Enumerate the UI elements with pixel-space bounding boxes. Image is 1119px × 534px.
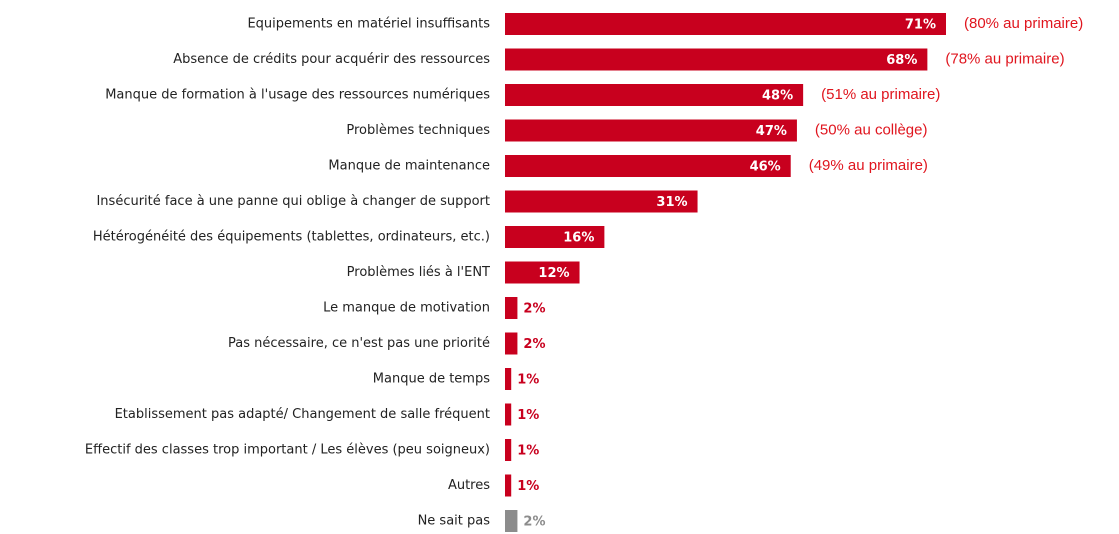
- annotation: (50% au collège): [815, 121, 928, 138]
- annotation: (51% au primaire): [821, 86, 940, 103]
- bar: [505, 297, 518, 319]
- annotation: (49% au primaire): [809, 157, 928, 174]
- category-label: Le manque de motivation: [323, 301, 490, 316]
- category-label: Absence de crédits pour acquérir des res…: [173, 52, 490, 67]
- value-label: 46%: [750, 160, 781, 175]
- value-label: 12%: [538, 266, 569, 281]
- value-label: 31%: [656, 195, 687, 210]
- category-label: Etablissement pas adapté/ Changement de …: [115, 407, 490, 422]
- bar: [505, 403, 512, 426]
- value-label: 1%: [517, 444, 539, 459]
- bar: [505, 13, 946, 35]
- value-label: 1%: [517, 408, 539, 423]
- bar: [505, 190, 698, 213]
- bar: [505, 48, 928, 71]
- bar: [505, 474, 512, 497]
- value-label: 71%: [905, 18, 936, 33]
- category-label: Manque de maintenance: [328, 159, 490, 174]
- bar: [505, 226, 605, 248]
- value-label: 1%: [517, 373, 539, 388]
- category-label: Problèmes techniques: [346, 123, 490, 138]
- category-label: Manque de temps: [373, 372, 490, 387]
- value-label: 47%: [756, 124, 787, 139]
- bar: [505, 332, 518, 355]
- bar: [505, 510, 518, 532]
- category-label: Pas nécessaire, ce n'est pas une priorit…: [228, 336, 490, 351]
- category-label: Insécurité face à une panne qui oblige à…: [96, 194, 490, 209]
- bar: [505, 368, 512, 390]
- annotation: (80% au primaire): [964, 15, 1083, 32]
- category-label: Manque de formation à l'usage des ressou…: [105, 88, 490, 103]
- bar: [505, 84, 804, 106]
- category-label: Autres: [448, 478, 490, 493]
- value-label: 68%: [886, 53, 917, 68]
- value-label: 48%: [762, 89, 793, 104]
- category-label: Problèmes liés à l'ENT: [347, 265, 490, 280]
- value-label: 16%: [563, 231, 594, 246]
- annotation: (78% au primaire): [945, 50, 1064, 67]
- bar: [505, 439, 512, 461]
- value-label: 1%: [517, 479, 539, 494]
- bar: [505, 155, 791, 177]
- bar: [505, 261, 580, 284]
- category-label: Ne sait pas: [418, 514, 491, 529]
- value-label: 2%: [523, 337, 545, 352]
- bar: [505, 119, 797, 142]
- category-label: Effectif des classes trop important / Le…: [85, 443, 490, 458]
- category-label: Hétérogénéité des équipements (tablettes…: [93, 230, 490, 245]
- value-label: 2%: [523, 302, 545, 317]
- value-label: 2%: [523, 515, 545, 530]
- category-label: Equipements en matériel insuffisants: [247, 17, 490, 32]
